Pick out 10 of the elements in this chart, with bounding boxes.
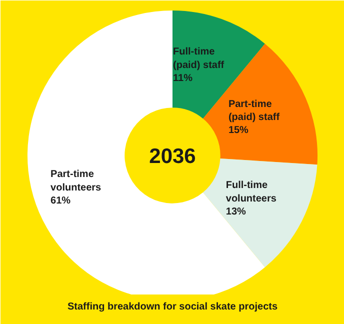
text: 2036: [149, 144, 196, 168]
data-label: 11%: [173, 73, 193, 84]
slice-label: Part-time (paid) staff: [228, 98, 280, 123]
data-label: 13%: [226, 206, 246, 218]
slice-label: Full-time volunteers: [226, 180, 277, 204]
data-label: 61%: [50, 196, 71, 207]
slice-label: Full-time (paid) staff: [173, 46, 225, 71]
data-label: 15%: [228, 125, 249, 136]
slice-label: Part-time volunteers: [50, 169, 102, 194]
text: Staffing breakdown for social skate projects: [67, 302, 278, 312]
